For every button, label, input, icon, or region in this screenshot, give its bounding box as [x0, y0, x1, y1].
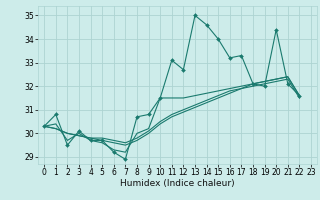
- X-axis label: Humidex (Indice chaleur): Humidex (Indice chaleur): [120, 179, 235, 188]
